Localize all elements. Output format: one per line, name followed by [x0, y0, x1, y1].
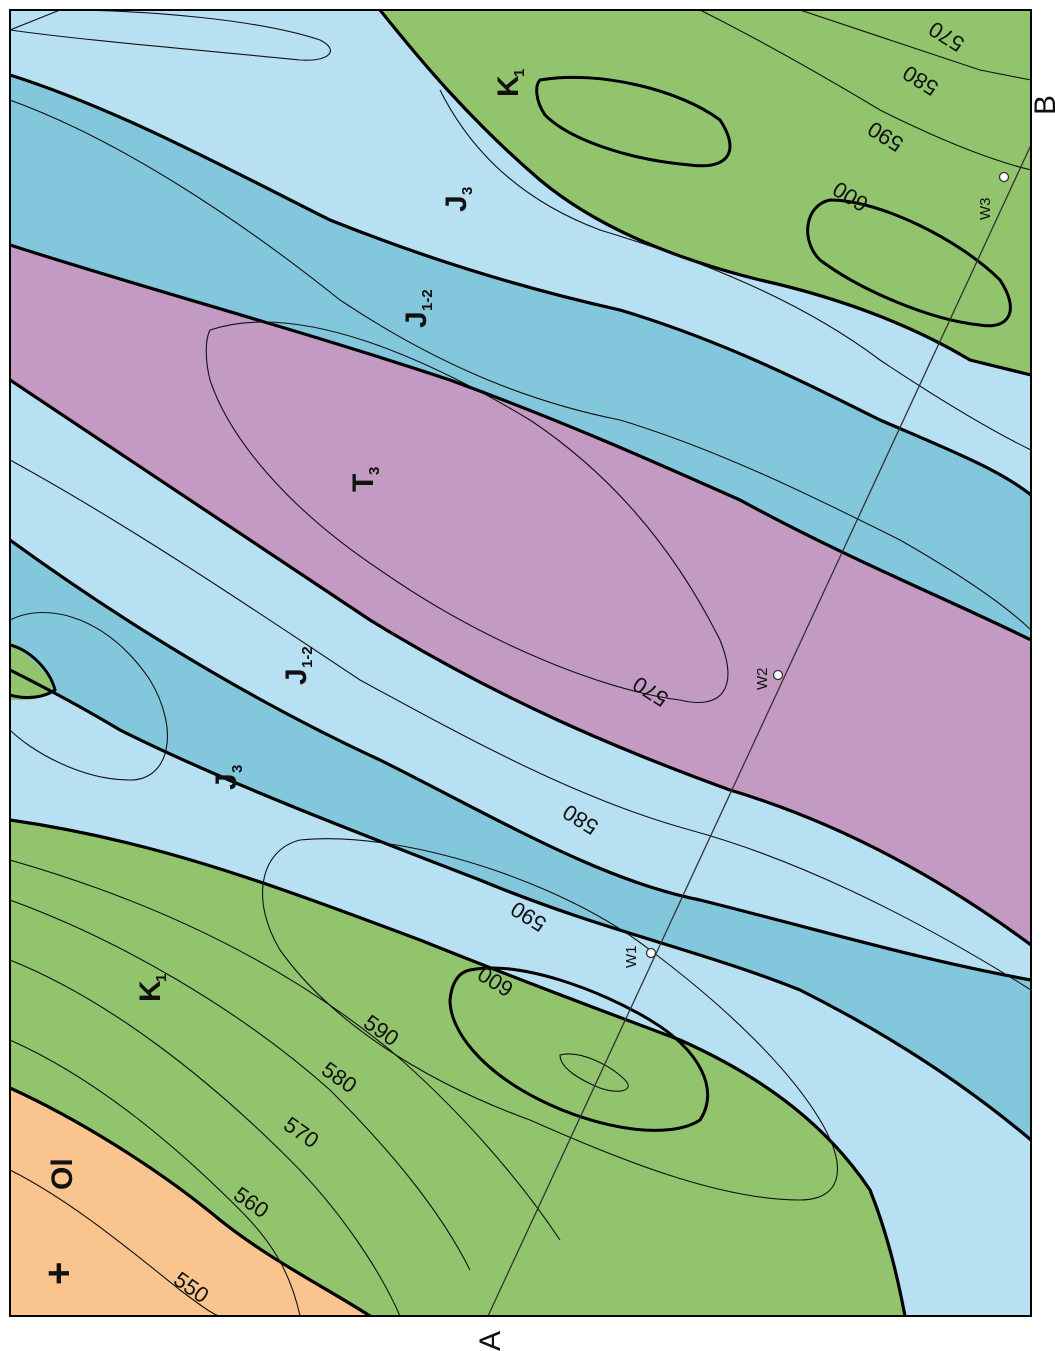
- well-w1-marker: [645, 947, 657, 959]
- section-line: [487, 144, 1031, 1316]
- well-w3-label: W3: [977, 198, 994, 221]
- well-w3-marker: [998, 171, 1010, 183]
- unit-label-j3-west-sub: 3: [229, 765, 246, 773]
- symbol-plus-text: +: [37, 1262, 81, 1285]
- unit-label-j3-east-sub: 3: [459, 187, 476, 195]
- unit-label-k1-east: K 1: [492, 69, 528, 97]
- contour-600-east: [806, 198, 1012, 328]
- unit-k1-west-fill: [10, 820, 905, 1316]
- contour-600-west: [448, 966, 710, 1132]
- unit-label-k1-west: K 1: [134, 974, 170, 1002]
- well-w1-label: W1: [623, 946, 640, 969]
- contour-570-ne: [799, 10, 1031, 81]
- symbol-plus: +: [37, 1262, 81, 1285]
- unit-label-j3-west-main: J: [210, 773, 243, 790]
- unit-label-j12-east-main: J: [400, 311, 433, 328]
- contour-600-ne-loop: [535, 75, 732, 168]
- contour-j3-upper: [10, 10, 331, 61]
- unit-label-j3-west: J 3: [210, 765, 246, 790]
- unit-label-t3-sub: 3: [366, 467, 383, 475]
- unit-t3-fill: [10, 245, 1031, 945]
- well-w2: W2: [754, 668, 784, 691]
- contour-590-east: [439, 89, 1031, 451]
- unit-label-j3-east: J 3: [440, 187, 476, 212]
- contour-580-east: [10, 99, 1031, 631]
- contour-j3-west-loop: [10, 612, 168, 781]
- contour-580-west: [10, 899, 471, 1271]
- unit-label-k1-east-main: K: [492, 75, 525, 97]
- unit-label-j12-east-sub: 1-2: [419, 289, 436, 311]
- boundary-k1w-j3: [10, 818, 907, 1316]
- unit-label-t3-main: T: [347, 474, 380, 492]
- contour-570-central: [205, 321, 729, 704]
- section-end-label: B: [1029, 95, 1055, 115]
- well-w2-marker: [772, 669, 784, 681]
- unit-label-k1-east-sub: 1: [511, 69, 528, 77]
- unit-label-j3-east-main: J: [440, 195, 473, 212]
- contour-k1-remnant: [10, 643, 57, 699]
- unit-label-k1-west-sub: 1: [153, 974, 170, 982]
- contour-580-ne: [699, 10, 1031, 171]
- boundary-j12w-t3: [10, 378, 1031, 947]
- contour-580-central: [10, 459, 1031, 991]
- section-start-label: A: [474, 1331, 507, 1351]
- unit-label-t3: T 3: [347, 467, 383, 492]
- boundary-j3-k1e: [378, 10, 1031, 377]
- boundary-t3-j12e: [10, 243, 1031, 642]
- unit-label-ol-text: Ol: [46, 1158, 79, 1190]
- unit-label-j12-east: J 1-2: [400, 289, 436, 328]
- well-w3: W3: [977, 171, 1010, 221]
- boundary-j12w-j3-south: [10, 668, 1031, 1142]
- unit-ol-fill: [10, 1088, 370, 1316]
- boundary-j12e-j3: [10, 73, 1031, 497]
- contour-590-west: [10, 859, 561, 1241]
- unit-j12-west-fill: [10, 540, 1031, 1140]
- contour-560: [10, 1039, 301, 1316]
- unit-label-ol: Ol: [46, 1158, 79, 1190]
- contour-550: [10, 1169, 221, 1316]
- unit-label-j12-west-sub: 1-2: [299, 646, 316, 668]
- well-w1: W1: [623, 946, 657, 969]
- boundary-ol-k1: [10, 1086, 371, 1316]
- boundary-j3-j12w: [10, 538, 1031, 982]
- map-frame: [9, 9, 1032, 1317]
- unit-label-j12-west: J 1-2: [280, 646, 316, 685]
- unit-label-k1-west-main: K: [134, 980, 167, 1002]
- contour-600-west-inner: [559, 1053, 629, 1092]
- unit-k1-east-fill: [380, 10, 1031, 375]
- contour-570-west: [10, 959, 401, 1316]
- contour-590-loop: [262, 838, 838, 1201]
- unit-label-j12-west-main: J: [280, 668, 313, 685]
- unit-j12-east-fill: [10, 75, 1031, 640]
- well-w2-label: W2: [754, 668, 771, 691]
